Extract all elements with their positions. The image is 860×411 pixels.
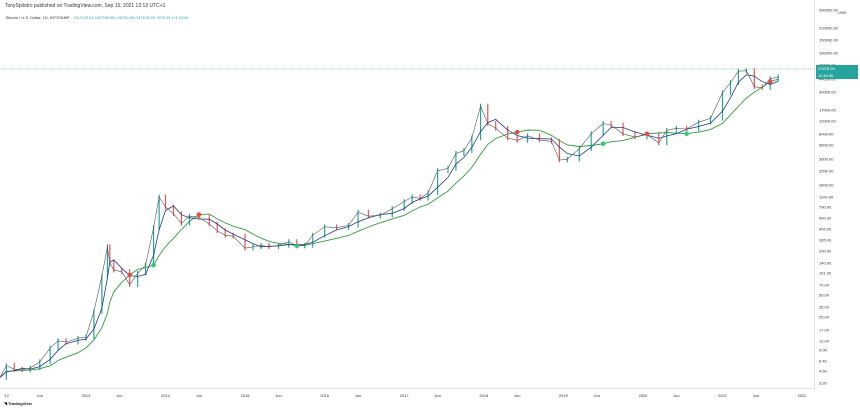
y-tick-label: 150000.00 [819,37,838,43]
x-tick-label: Jun [513,393,521,398]
symbol-name[interactable]: Bitcoin / U.S. Dollar, 1D, BITSTAMP [6,15,70,20]
x-tick-label: Jun [673,393,680,398]
x-tick-label: Jun [275,393,282,398]
x-tick-label: 2022 [797,393,807,398]
y-tick-label: 3600.00 [819,156,834,162]
x-tick-label: Jun [116,393,123,398]
y-tick-label: 5600.00 [819,142,834,148]
y-tick-label: 200.00 [819,248,832,254]
currency-label: USD [838,10,847,15]
death-cross-marker [644,131,650,137]
x-tick-label: Jun [593,393,600,398]
death-cross-marker [767,79,773,84]
death-cross-marker [127,272,132,278]
time-axis[interactable]: '12 Jun 2013 Jun 2014 Jun 2015 Jun 2016 Jun 2017 Ju… [0,388,814,401]
y-tick-label: 35.00 [819,304,830,310]
x-tick-label: 2020 [638,393,648,398]
ma-slow-line [0,78,779,378]
y-tick-label: 50.00 [819,292,830,298]
price-axis[interactable] [814,0,860,392]
y-tick-label: 4.60 [819,368,827,374]
y-tick-label: 9.00 [819,347,827,353]
x-tick-label: Jun [752,393,760,398]
golden-cross-marker [600,141,606,147]
tradingview-logo-icon: ◥ [4,401,8,406]
x-tick-label: Jun [195,393,203,398]
publisher-header: TonySpilotro published on TradingView.co… [5,3,166,9]
y-tick-label: 17.00 [819,327,830,333]
y-tick-label: 140.00 [819,260,832,266]
y-tick-label: 790.00 [819,204,832,210]
price-countdown: 11:46:00 [818,73,834,78]
golden-cross-marker [684,131,689,137]
y-tick-label: 8000.00 [819,131,834,137]
y-tick-label: 70000.00 [819,62,836,67]
x-tick-label: Jun [434,393,441,398]
last-price-tag: 47678.99 [816,65,858,72]
x-tick-label: 2019 [558,393,568,398]
x-tick-label: 2013 [81,393,91,398]
tradingview-logo: ◥ TradingView [4,401,32,406]
price-chart[interactable] [0,0,814,392]
price-countdown-tag: 11:46:00 [816,72,858,79]
tradingview-logo-text: TradingView [8,401,32,406]
death-cross-marker [196,212,202,217]
y-tick-label: 3.20 [819,380,827,386]
x-tick-label: 2018 [479,393,489,398]
y-tick-label: 70.00 [819,282,830,288]
y-tick-label: 220000.00 [819,25,838,31]
golden-cross-marker [151,262,156,268]
ma-fast-line [0,74,779,378]
y-tick-label: 30000.00 [819,89,836,95]
x-tick-label: 2014 [161,393,170,398]
y-tick-label: 12000.00 [819,118,836,124]
x-tick-label: '12 [3,393,9,398]
y-tick-label: 390000.00 [819,7,838,13]
last-price-value: 47678.99 [818,66,835,71]
y-tick-label: 1100.00 [819,194,834,200]
y-tick-label: 2500.00 [819,168,834,174]
y-tick-label: 25.00 [819,314,830,320]
y-tick-label: 405.00 [819,226,832,232]
y-tick-label: 6.40 [819,358,827,364]
x-tick-label: 2016 [320,393,330,398]
x-tick-label: Jun [354,393,362,398]
price-line [0,70,779,378]
series-layer [0,68,779,380]
y-tick-label: 560.00 [819,215,832,221]
x-tick-label: 2021 [718,393,727,398]
y-tick-label: 44000.00 [819,76,836,82]
symbol-legend: Bitcoin / U.S. Dollar, 1D, BITSTAMP O471… [6,15,188,20]
x-tick-label: 2017 [399,393,409,398]
x-tick-label: 2015 [240,393,250,398]
y-tick-label: 285.00 [819,237,832,243]
y-tick-label: 1600.00 [819,182,834,188]
y-tick-label: 17000.00 [819,107,836,113]
ohlc-values: O47123.01 H47738.58 L46752.26 C47678.99 … [73,15,189,20]
y-tick-label: 12.00 [819,338,830,344]
x-tick-label: Jun [36,393,44,398]
y-tick-label: 100000.00 [819,50,838,56]
golden-cross-marker [294,243,300,249]
y-tick-label: 101.00 [819,270,832,276]
death-cross-marker [514,129,520,135]
